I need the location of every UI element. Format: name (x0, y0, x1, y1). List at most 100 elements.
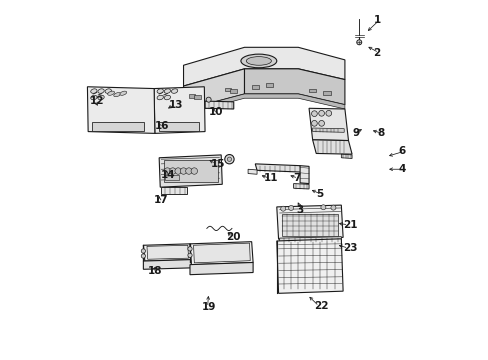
Circle shape (191, 168, 197, 174)
Circle shape (99, 125, 101, 127)
Text: 20: 20 (226, 232, 241, 242)
Bar (251, 85, 258, 89)
Polygon shape (308, 108, 348, 140)
Text: 10: 10 (208, 107, 223, 117)
Polygon shape (190, 262, 253, 275)
Circle shape (356, 40, 361, 45)
Ellipse shape (246, 57, 271, 65)
Bar (224, 88, 231, 91)
Polygon shape (193, 243, 250, 263)
Bar (92, 122, 144, 131)
Bar (230, 89, 236, 93)
Text: 23: 23 (343, 243, 357, 253)
Circle shape (179, 125, 181, 127)
Polygon shape (312, 140, 351, 154)
Circle shape (129, 125, 132, 127)
Text: 11: 11 (264, 173, 278, 183)
Ellipse shape (98, 95, 104, 100)
Polygon shape (87, 87, 155, 134)
Circle shape (174, 125, 176, 127)
Text: 12: 12 (89, 96, 104, 106)
Text: 22: 22 (313, 301, 327, 311)
Text: 2: 2 (373, 48, 380, 58)
Circle shape (288, 206, 293, 211)
Text: 17: 17 (154, 195, 168, 205)
Text: 4: 4 (398, 164, 405, 174)
Circle shape (120, 125, 122, 127)
Polygon shape (183, 94, 344, 114)
Text: 8: 8 (376, 129, 384, 138)
Circle shape (224, 154, 234, 164)
Circle shape (185, 168, 192, 174)
Text: 14: 14 (161, 170, 176, 180)
Text: 19: 19 (202, 302, 216, 312)
Text: 1: 1 (373, 15, 380, 26)
Ellipse shape (241, 54, 276, 68)
Polygon shape (244, 69, 344, 105)
Polygon shape (276, 205, 343, 239)
Polygon shape (161, 187, 187, 194)
Polygon shape (143, 244, 191, 261)
Text: 5: 5 (316, 189, 323, 199)
Polygon shape (190, 242, 253, 265)
Text: 21: 21 (343, 220, 357, 230)
Circle shape (320, 205, 325, 210)
Polygon shape (255, 164, 301, 172)
Ellipse shape (171, 89, 177, 93)
Text: 7: 7 (292, 173, 300, 183)
Circle shape (109, 125, 111, 127)
Polygon shape (143, 260, 191, 269)
Bar (188, 94, 195, 98)
Bar (159, 122, 198, 131)
Polygon shape (293, 184, 308, 189)
Ellipse shape (120, 91, 126, 95)
Text: 15: 15 (210, 159, 224, 169)
Bar (308, 89, 316, 92)
Text: 3: 3 (296, 206, 303, 216)
Text: 18: 18 (147, 266, 162, 276)
Circle shape (311, 121, 317, 126)
Circle shape (104, 125, 106, 127)
Circle shape (180, 168, 186, 174)
Polygon shape (183, 69, 244, 110)
Bar (164, 175, 179, 180)
Text: 16: 16 (155, 121, 169, 131)
Polygon shape (276, 239, 343, 293)
Bar (163, 160, 217, 182)
Circle shape (134, 125, 136, 127)
Circle shape (187, 125, 190, 127)
Circle shape (325, 111, 331, 116)
Polygon shape (183, 47, 344, 86)
Circle shape (227, 157, 231, 161)
Polygon shape (147, 245, 188, 259)
Ellipse shape (91, 95, 97, 100)
Circle shape (311, 111, 317, 117)
Ellipse shape (114, 93, 121, 97)
Circle shape (94, 125, 96, 127)
Circle shape (318, 111, 324, 116)
Circle shape (192, 125, 194, 127)
Ellipse shape (105, 89, 111, 93)
Circle shape (114, 125, 116, 127)
Text: 9: 9 (351, 129, 359, 138)
Ellipse shape (157, 95, 163, 100)
Circle shape (187, 247, 192, 251)
Circle shape (169, 168, 176, 174)
Circle shape (175, 168, 181, 174)
Bar (265, 83, 273, 87)
Polygon shape (247, 169, 257, 174)
Circle shape (164, 168, 170, 174)
Ellipse shape (98, 89, 104, 93)
Circle shape (141, 254, 145, 258)
Ellipse shape (91, 89, 97, 93)
Text: 13: 13 (168, 100, 183, 110)
Circle shape (141, 249, 145, 253)
Ellipse shape (157, 89, 163, 93)
Polygon shape (204, 101, 233, 109)
Polygon shape (312, 128, 344, 132)
Circle shape (187, 253, 192, 257)
Circle shape (161, 125, 163, 127)
Ellipse shape (164, 89, 170, 93)
Polygon shape (159, 155, 222, 187)
Circle shape (124, 125, 126, 127)
